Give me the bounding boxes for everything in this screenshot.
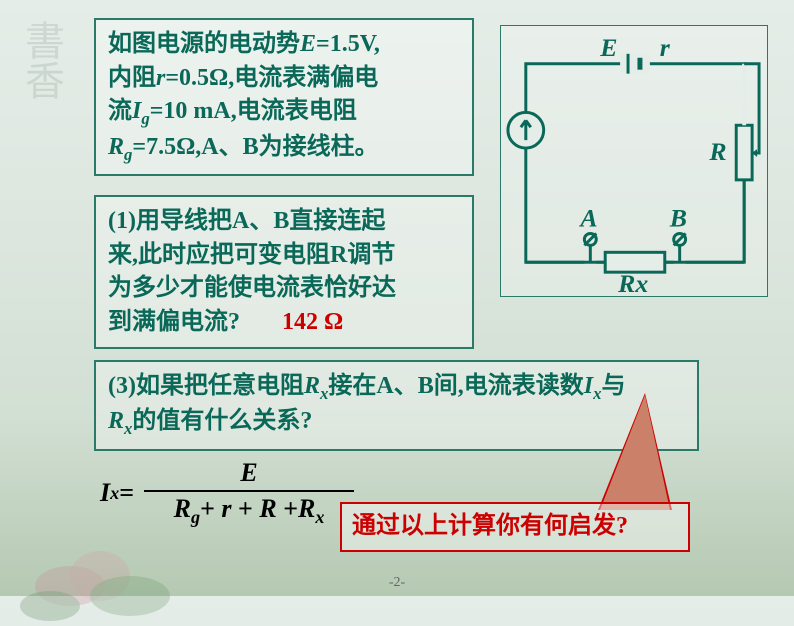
plus: + (232, 494, 260, 523)
problem-text: 如图电源的电动势E=1.5V, 内阻r=0.5Ω,电流表满偏电 流Ig=10 m… (108, 28, 460, 166)
text: =1.5V, (316, 31, 380, 57)
var-Rg: R (174, 494, 191, 523)
fraction: E Rg+ r + R +Rx (144, 458, 354, 528)
text: 为多少才能使电流表恰好达 (108, 275, 396, 301)
text: 如图电源的电动势 (108, 31, 300, 57)
page-number: -2- (389, 575, 405, 591)
sub-x: x (315, 507, 324, 527)
problem-statement-box: 如图电源的电动势E=1.5V, 内阻r=0.5Ω,电流表满偏电 流Ig=10 m… (94, 18, 474, 176)
circuit-diagram: E r R A B Rx (500, 25, 768, 297)
var-Rg: R (108, 134, 124, 160)
var-Ix: I (584, 373, 593, 399)
var-r: r (156, 65, 165, 91)
var-Rx: R (298, 494, 315, 523)
label-Rx: Rx (617, 269, 648, 296)
numerator: E (240, 458, 257, 488)
text: =0.5Ω,电流表满偏电 (165, 65, 378, 91)
sub-x: x (110, 483, 119, 504)
text: 的值有什么关系? (132, 408, 312, 434)
question1-text: (1)用导线把A、B直接连起 来,此时应把可变电阻R调节 为多少才能使电流表恰好… (108, 205, 460, 339)
callout-box: 通过以上计算你有何启发? (340, 502, 690, 552)
plus: + (277, 494, 298, 523)
bg-calligraphy: 書香 (0, 20, 70, 220)
var-Rx: R (108, 408, 124, 434)
var-R: R (259, 494, 276, 523)
sub-g: g (191, 507, 200, 527)
callout-text: 通过以上计算你有何启发? (352, 513, 628, 539)
var-Rx: R (304, 373, 320, 399)
text: 内阻 (108, 65, 156, 91)
label-A: A (578, 204, 597, 233)
text: =10 mA,电流表电阻 (150, 98, 357, 124)
label-r: r (660, 33, 671, 62)
text: =7.5Ω,A、B为接线柱。 (132, 134, 378, 160)
circuit-svg: E r R A B Rx (501, 26, 767, 296)
var-r: r (221, 494, 231, 523)
fraction-line (144, 490, 354, 492)
var-Ix: I (100, 478, 110, 508)
text: 到满偏电流? (108, 309, 240, 335)
question1-box: (1)用导线把A、B直接连起 来,此时应把可变电阻R调节 为多少才能使电流表恰好… (94, 195, 474, 349)
callout-pointer (600, 395, 670, 510)
lotus-decoration (20, 506, 170, 626)
var-Ig: I (132, 98, 141, 124)
equals: = (119, 478, 134, 508)
denominator: Rg+ r + R +Rx (174, 494, 325, 528)
text: 流 (108, 98, 132, 124)
text: 接在A、B间,电流表读数 (328, 373, 583, 399)
text: (1)用导线把A、B直接连起 (108, 208, 385, 234)
text: 来,此时应把可变电阻R调节 (108, 242, 395, 268)
text: (3)如果把任意电阻 (108, 373, 304, 399)
label-R: R (708, 137, 726, 166)
label-E: E (599, 33, 617, 62)
var-E: E (300, 31, 316, 57)
label-B: B (669, 204, 687, 233)
plus: + (200, 494, 221, 523)
sub-g: g (141, 109, 149, 128)
answer-value: 142 Ω (282, 309, 343, 335)
